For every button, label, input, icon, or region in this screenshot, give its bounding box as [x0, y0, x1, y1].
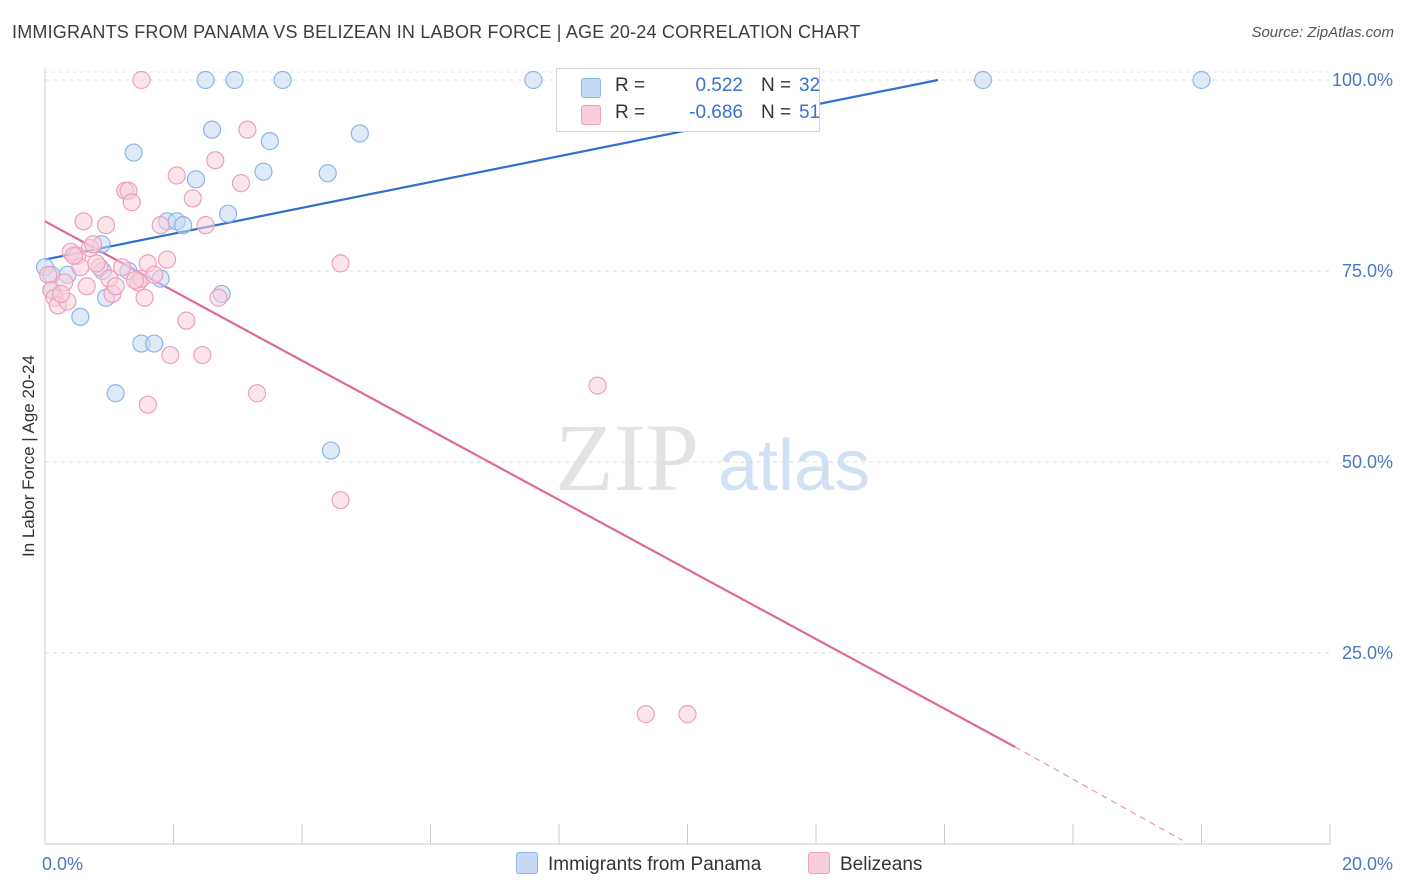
- y-tick-label: 25.0%: [1342, 643, 1393, 663]
- x-tick-label: 0.0%: [42, 854, 83, 874]
- legend-n-value: 32: [799, 75, 821, 96]
- point-panama: [318, 164, 337, 183]
- point-belizeans: [132, 70, 151, 90]
- point-belizeans: [636, 705, 655, 724]
- point-belizeans: [247, 384, 267, 403]
- legend-r-label: R =: [615, 75, 646, 96]
- y-tick-label: 100.0%: [1332, 70, 1393, 90]
- point-belizeans: [206, 151, 225, 170]
- grid-lines: [45, 71, 1330, 654]
- point-panama: [124, 143, 143, 162]
- y-axis-title: In Labor Force | Age 20-24: [19, 355, 38, 557]
- point-belizeans: [177, 311, 196, 330]
- point-belizeans: [183, 189, 202, 208]
- point-panama: [350, 124, 369, 143]
- point-panama: [71, 307, 90, 326]
- point-belizeans: [167, 166, 186, 185]
- point-panama: [196, 70, 215, 90]
- point-belizeans: [87, 254, 106, 273]
- legend-swatch-belizeans: [808, 852, 830, 874]
- point-belizeans: [196, 216, 215, 235]
- point-belizeans: [84, 235, 103, 254]
- point-belizeans: [138, 395, 157, 414]
- legend-n-value: 51: [799, 102, 821, 123]
- point-panama: [260, 132, 279, 151]
- legend-label-belizeans: Belizeans: [840, 854, 923, 875]
- watermark: ZIP atlas: [555, 404, 870, 511]
- legend-item-belizeans[interactable]: Belizeans: [808, 852, 922, 876]
- point-belizeans: [588, 376, 607, 395]
- point-belizeans: [106, 277, 125, 296]
- point-belizeans: [39, 265, 58, 284]
- point-belizeans: [77, 277, 96, 296]
- point-belizeans: [125, 271, 145, 290]
- point-belizeans: [157, 250, 177, 269]
- point-belizeans: [209, 288, 228, 307]
- point-panama: [254, 162, 273, 181]
- watermark-zip: ZIP: [555, 404, 699, 511]
- point-panama: [225, 70, 244, 90]
- point-panama: [321, 441, 341, 460]
- point-panama: [186, 170, 206, 189]
- y-tick-label: 75.0%: [1342, 261, 1393, 281]
- point-belizeans: [678, 705, 697, 724]
- point-belizeans: [331, 491, 350, 510]
- point-panama: [1192, 70, 1211, 90]
- chart-title: IMMIGRANTS FROM PANAMA VS BELIZEAN IN LA…: [12, 22, 861, 42]
- point-panama: [145, 334, 164, 353]
- point-panama: [273, 70, 292, 90]
- point-panama: [973, 70, 993, 90]
- x-tick-label: 20.0%: [1342, 854, 1393, 874]
- watermark-atlas: atlas: [718, 426, 870, 506]
- legend-swatch-panama: [581, 78, 601, 98]
- data-points: [35, 70, 1211, 724]
- chart-source: Source: ZipAtlas.com: [1251, 24, 1394, 41]
- point-belizeans: [74, 212, 93, 231]
- trend-line-belizeans-extension: [1014, 746, 1183, 841]
- point-belizeans: [193, 345, 212, 365]
- axes: [44, 68, 1331, 845]
- point-panama: [524, 70, 543, 90]
- point-panama: [106, 384, 125, 403]
- legend-r-value: 0.522: [695, 75, 743, 96]
- point-belizeans: [161, 345, 180, 365]
- legend-label-panama: Immigrants from Panama: [548, 854, 762, 875]
- point-belizeans: [96, 216, 116, 235]
- point-belizeans: [145, 265, 164, 284]
- point-panama: [202, 120, 222, 139]
- y-tick-label: 50.0%: [1342, 452, 1393, 472]
- point-belizeans: [112, 258, 132, 277]
- legend-swatch-panama: [516, 852, 538, 874]
- legend-n-label: N =: [761, 75, 792, 96]
- stats-legend: R = 0.522 N = 32 R = -0.686 N = 51: [556, 68, 820, 132]
- point-belizeans: [122, 193, 141, 212]
- point-belizeans: [64, 246, 84, 265]
- point-belizeans: [51, 284, 71, 304]
- point-belizeans: [135, 288, 154, 307]
- tick-labels: 100.0% 75.0% 50.0% 25.0% 0.0% 20.0% In Labor F…: [19, 70, 1393, 874]
- legend-n-label: N =: [761, 102, 792, 123]
- trend-line-belizeans: [44, 220, 1016, 748]
- point-belizeans: [151, 216, 170, 235]
- point-belizeans: [238, 120, 257, 139]
- legend-swatch-belizeans: [581, 105, 601, 125]
- point-belizeans: [231, 174, 251, 193]
- legend-r-value: -0.686: [689, 102, 743, 123]
- legend-item-panama[interactable]: Immigrants from Panama: [516, 852, 761, 876]
- legend-r-label: R =: [615, 102, 646, 123]
- point-belizeans: [331, 254, 350, 273]
- point-panama: [219, 204, 238, 223]
- point-panama: [174, 216, 193, 235]
